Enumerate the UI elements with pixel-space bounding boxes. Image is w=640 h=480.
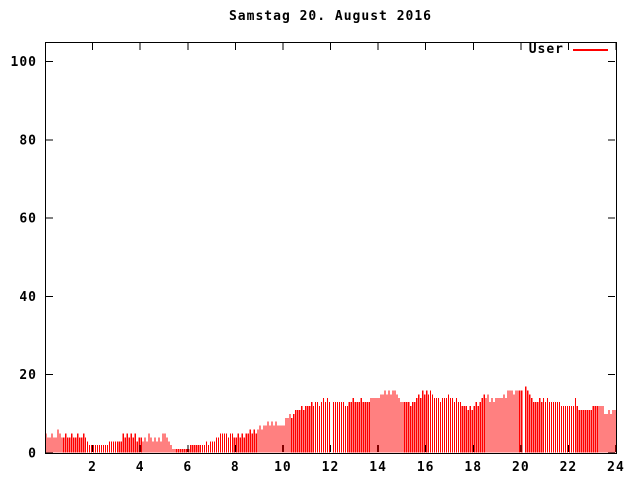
x-tick-label: 2 <box>88 460 97 475</box>
x-tick-label: 10 <box>274 460 292 475</box>
y-tick-label: 0 <box>28 447 37 462</box>
plot-frame <box>45 42 617 454</box>
legend-line-sample <box>573 49 608 51</box>
y-tick-label: 80 <box>19 133 37 148</box>
x-tick-label: 18 <box>464 460 482 475</box>
y-tick-label: 40 <box>19 290 37 305</box>
x-tick-label: 22 <box>560 460 578 475</box>
x-tick-label: 24 <box>607 460 625 475</box>
chart-title: Samstag 20. August 2016 <box>228 9 432 24</box>
x-tick-label: 16 <box>417 460 435 475</box>
legend-label-user: User <box>528 42 564 57</box>
y-tick-label: 20 <box>19 368 37 383</box>
x-tick-label: 12 <box>322 460 340 475</box>
x-tick-label: 14 <box>369 460 387 475</box>
legend: User <box>528 42 608 57</box>
x-tick-label: 6 <box>183 460 192 475</box>
y-tick-label: 100 <box>11 55 37 70</box>
x-tick-label: 4 <box>136 460 145 475</box>
x-tick-label: 20 <box>512 460 530 475</box>
x-tick-label: 8 <box>231 460 240 475</box>
y-tick-label: 60 <box>19 212 37 227</box>
